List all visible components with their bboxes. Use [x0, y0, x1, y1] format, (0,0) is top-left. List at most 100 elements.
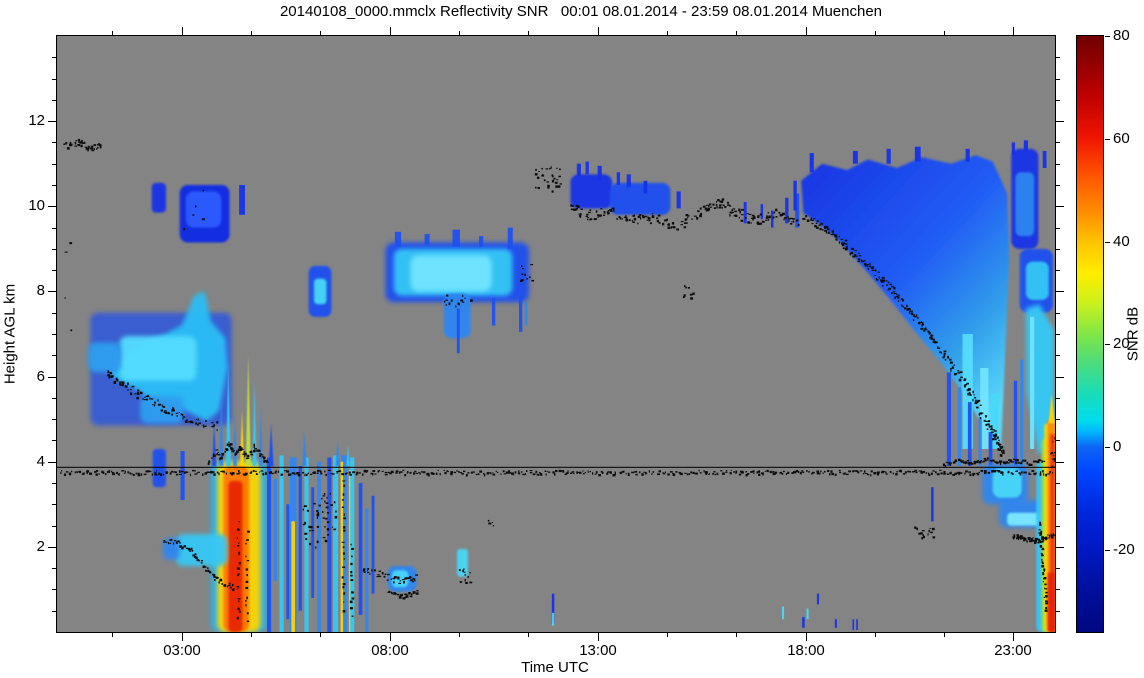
axis-tick	[944, 31, 945, 35]
axis-tick	[1056, 164, 1060, 165]
axis-tick	[667, 633, 668, 637]
colorbar-tick-label: 0	[1113, 438, 1122, 455]
axis-tick	[52, 568, 56, 569]
x-tick-label: 03:00	[163, 642, 201, 659]
x-tick-label: 13:00	[579, 642, 617, 659]
x-tick-label: 18:00	[787, 642, 825, 659]
axis-tick	[806, 27, 807, 35]
axis-tick	[1056, 142, 1060, 143]
axis-tick	[1056, 377, 1064, 378]
axis-tick	[320, 31, 321, 35]
axis-tick	[944, 633, 945, 637]
x-tick-label: 08:00	[371, 642, 409, 659]
axis-tick	[48, 462, 56, 463]
x-axis-label: Time UTC	[521, 659, 589, 676]
axis-tick	[390, 27, 391, 35]
y-tick-label: 8	[36, 282, 45, 299]
axis-tick	[52, 334, 56, 335]
axis-tick	[1105, 550, 1110, 551]
axis-tick	[112, 633, 113, 637]
axis-tick	[1056, 57, 1060, 58]
axis-tick	[1056, 568, 1060, 569]
axis-tick	[52, 79, 56, 80]
axis-tick	[1105, 36, 1110, 37]
y-tick-label: 4	[36, 453, 45, 470]
axis-tick	[52, 355, 56, 356]
axis-tick	[48, 547, 56, 548]
colorbar-tick-label: 80	[1113, 27, 1130, 44]
axis-tick	[875, 633, 876, 637]
axis-tick	[52, 164, 56, 165]
axis-tick	[598, 27, 599, 35]
y-tick-label: 10	[28, 197, 45, 214]
axis-tick	[48, 377, 56, 378]
axis-tick	[1056, 547, 1064, 548]
axis-tick	[1056, 483, 1060, 484]
axis-tick	[598, 633, 599, 641]
axis-tick	[52, 270, 56, 271]
axis-tick	[1105, 344, 1110, 345]
chart-title: 20140108_0000.mmclx Reflectivity SNR 00:…	[279, 3, 883, 20]
y-tick-label: 2	[36, 538, 45, 555]
axis-tick	[1105, 447, 1110, 448]
axis-tick	[736, 633, 737, 637]
colorbar-tick-label: 40	[1113, 233, 1130, 250]
axis-tick	[459, 633, 460, 637]
axis-tick	[1056, 334, 1060, 335]
axis-tick	[52, 142, 56, 143]
axis-tick	[390, 633, 391, 641]
axis-tick	[48, 206, 56, 207]
axis-tick	[1056, 313, 1060, 314]
y-tick-label: 6	[36, 368, 45, 385]
axis-tick	[1105, 242, 1110, 243]
axis-tick	[112, 31, 113, 35]
axis-tick	[1056, 185, 1060, 186]
axis-tick	[1056, 355, 1060, 356]
axis-tick	[52, 440, 56, 441]
axis-tick	[1056, 270, 1060, 271]
axis-tick	[1056, 121, 1064, 122]
axis-tick	[806, 633, 807, 641]
axis-tick	[736, 31, 737, 35]
axis-tick	[52, 57, 56, 58]
axis-tick	[528, 633, 529, 637]
axis-tick	[52, 483, 56, 484]
axis-tick	[459, 31, 460, 35]
axis-tick	[1013, 27, 1014, 35]
axis-tick	[52, 185, 56, 186]
plot-area	[56, 35, 1056, 633]
axis-tick	[52, 398, 56, 399]
axis-tick	[52, 313, 56, 314]
axis-tick	[52, 100, 56, 101]
axis-tick	[52, 228, 56, 229]
axis-tick	[667, 31, 668, 35]
axis-tick	[1056, 228, 1060, 229]
axis-tick	[182, 27, 183, 35]
axis-tick	[52, 526, 56, 527]
axis-tick	[251, 31, 252, 35]
axis-tick	[1056, 462, 1064, 463]
axis-tick	[52, 249, 56, 250]
axis-tick	[1013, 633, 1014, 641]
axis-tick	[52, 589, 56, 590]
axis-tick	[52, 611, 56, 612]
axis-tick	[1056, 100, 1060, 101]
axis-tick	[1056, 504, 1060, 505]
axis-tick	[1056, 526, 1060, 527]
axis-tick	[48, 291, 56, 292]
axis-tick	[528, 31, 529, 35]
axis-tick	[251, 633, 252, 637]
axis-tick	[1056, 419, 1060, 420]
axis-tick	[1056, 79, 1060, 80]
axis-tick	[1056, 440, 1060, 441]
axis-tick	[875, 31, 876, 35]
x-tick-label: 23:00	[994, 642, 1032, 659]
colorbar	[1076, 35, 1104, 633]
axis-tick	[1056, 291, 1064, 292]
axis-tick	[1056, 249, 1060, 250]
axis-tick	[1056, 398, 1060, 399]
echo-canvas	[57, 138, 1055, 632]
axis-tick	[1056, 206, 1064, 207]
axis-tick	[52, 419, 56, 420]
